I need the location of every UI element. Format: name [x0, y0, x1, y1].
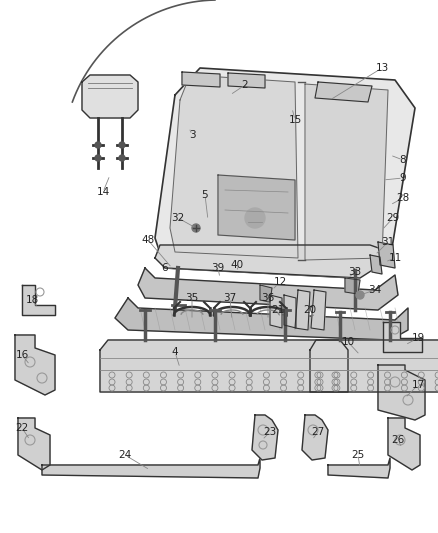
Text: 19: 19	[411, 333, 424, 343]
Text: 12: 12	[273, 277, 286, 287]
Polygon shape	[170, 75, 298, 258]
Text: 31: 31	[381, 237, 395, 247]
Text: 27: 27	[311, 427, 325, 437]
Text: 33: 33	[348, 267, 362, 277]
Circle shape	[95, 155, 101, 161]
Text: 25: 25	[351, 450, 364, 460]
Text: 20: 20	[304, 305, 317, 315]
Polygon shape	[370, 255, 382, 274]
Polygon shape	[310, 340, 438, 392]
Polygon shape	[315, 82, 372, 102]
Text: 34: 34	[368, 285, 381, 295]
Polygon shape	[228, 73, 265, 88]
Polygon shape	[345, 278, 360, 294]
Text: 26: 26	[392, 435, 405, 445]
Polygon shape	[328, 458, 390, 478]
Text: 16: 16	[15, 350, 28, 360]
Polygon shape	[284, 295, 296, 328]
Polygon shape	[22, 285, 55, 315]
Polygon shape	[311, 290, 326, 330]
Polygon shape	[252, 415, 278, 460]
Text: 17: 17	[411, 380, 424, 390]
Text: 4: 4	[172, 347, 178, 357]
Text: 9: 9	[400, 173, 406, 183]
Text: 21: 21	[272, 305, 285, 315]
Circle shape	[192, 224, 200, 232]
Text: 8: 8	[400, 155, 406, 165]
Text: 23: 23	[263, 427, 277, 437]
Polygon shape	[18, 418, 50, 470]
Polygon shape	[388, 418, 420, 470]
Text: 2: 2	[242, 80, 248, 90]
Text: 13: 13	[375, 63, 389, 73]
Circle shape	[245, 208, 265, 228]
Text: 32: 32	[171, 213, 185, 223]
Text: 35: 35	[185, 293, 198, 303]
Polygon shape	[100, 340, 348, 392]
Polygon shape	[182, 72, 220, 87]
Polygon shape	[378, 365, 425, 420]
Polygon shape	[378, 242, 395, 268]
Text: 5: 5	[201, 190, 208, 200]
Text: 39: 39	[212, 263, 225, 273]
Text: 22: 22	[15, 423, 28, 433]
Text: 14: 14	[96, 187, 110, 197]
Polygon shape	[383, 322, 422, 352]
Text: 18: 18	[25, 295, 39, 305]
Circle shape	[95, 142, 101, 148]
Circle shape	[119, 155, 125, 161]
Polygon shape	[270, 295, 282, 328]
Circle shape	[119, 142, 125, 148]
Text: 28: 28	[396, 193, 410, 203]
Polygon shape	[302, 415, 328, 460]
Text: 37: 37	[223, 293, 237, 303]
Text: 40: 40	[230, 260, 244, 270]
Polygon shape	[42, 458, 260, 478]
Polygon shape	[82, 75, 138, 118]
Text: 36: 36	[261, 293, 275, 303]
Text: 10: 10	[342, 337, 355, 347]
Circle shape	[356, 291, 364, 299]
Polygon shape	[218, 175, 295, 240]
Polygon shape	[155, 68, 415, 278]
Polygon shape	[15, 335, 55, 395]
Text: 29: 29	[386, 213, 399, 223]
Text: 3: 3	[189, 130, 195, 140]
Polygon shape	[260, 285, 272, 302]
Text: 6: 6	[162, 263, 168, 273]
Polygon shape	[115, 298, 408, 340]
Text: 24: 24	[118, 450, 132, 460]
Text: 15: 15	[288, 115, 302, 125]
Text: 48: 48	[141, 235, 155, 245]
Polygon shape	[295, 290, 310, 330]
Polygon shape	[138, 268, 398, 310]
Text: 11: 11	[389, 253, 402, 263]
Polygon shape	[155, 245, 390, 278]
Polygon shape	[305, 84, 388, 260]
